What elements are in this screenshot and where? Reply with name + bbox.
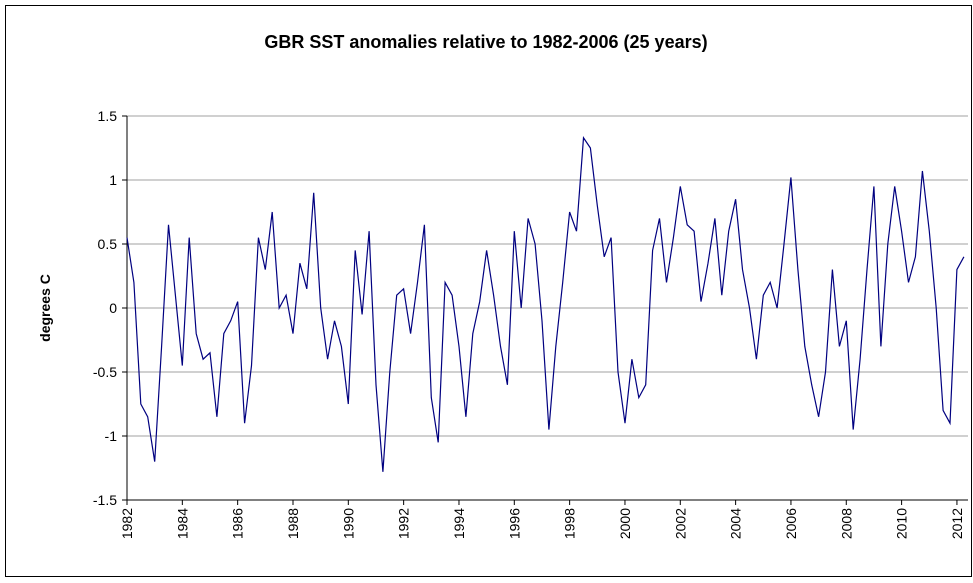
x-tick-label: 1994 <box>451 508 467 539</box>
x-tick-label: 2006 <box>783 508 799 539</box>
x-tick-label: 2012 <box>949 508 965 539</box>
data-line <box>126 136 965 472</box>
x-tick-label: 2000 <box>617 508 633 539</box>
y-axis-label: degrees C <box>37 274 53 342</box>
x-tick-label: 1990 <box>340 508 356 539</box>
chart-frame <box>5 5 972 577</box>
x-tick-label: 1992 <box>396 508 412 539</box>
x-tick-label: 1988 <box>285 508 301 539</box>
y-tick-label: 0 <box>109 300 117 316</box>
x-tick-label: 2010 <box>894 508 910 539</box>
x-tick-label: 1982 <box>119 508 135 539</box>
x-tick-label: 2008 <box>838 508 854 539</box>
y-tick-label: -1.5 <box>93 492 117 508</box>
x-tick-label: 1998 <box>562 508 578 539</box>
x-tick-label: 1996 <box>506 508 522 539</box>
x-tick-label: 2002 <box>672 508 688 539</box>
y-tick-label: -1 <box>105 428 118 444</box>
y-tick-label: 0.5 <box>98 236 118 252</box>
x-tick-label: 1984 <box>174 508 190 539</box>
x-tick-label: 2004 <box>728 508 744 539</box>
chart-title: GBR SST anomalies relative to 1982-2006 … <box>264 32 707 52</box>
y-tick-label: 1 <box>109 172 117 188</box>
x-tick-label: 1986 <box>230 508 246 539</box>
y-tick-label: -0.5 <box>93 364 117 380</box>
y-tick-label: 1.5 <box>98 108 118 124</box>
